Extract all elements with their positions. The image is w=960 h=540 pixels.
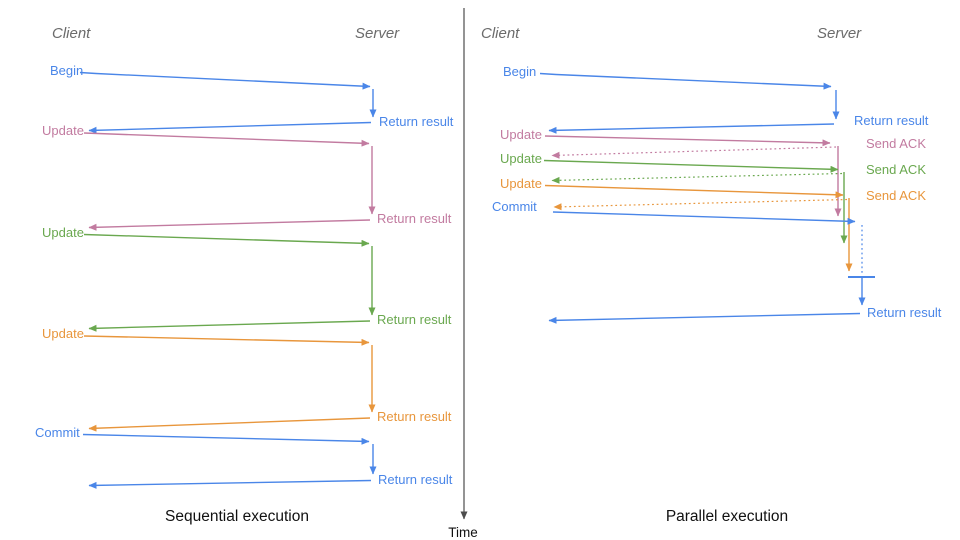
time-axis-label: Time <box>448 525 478 540</box>
par-update3-ack-label: Send ACK <box>866 188 926 203</box>
seq-update1-label: Update <box>42 123 84 138</box>
par-panel-title: Parallel execution <box>666 508 788 525</box>
par-update2-request-arrow <box>543 159 839 173</box>
par-update1-ack-label: Send ACK <box>866 136 926 151</box>
time-axis: Time <box>448 8 478 540</box>
seq-panel-title: Sequential execution <box>165 508 309 525</box>
seq-commit-request-arrow <box>82 433 370 445</box>
seq-client-header: Client <box>52 25 91 42</box>
par-begin-return-label: Return result <box>854 113 929 128</box>
seq-begin-label: Begin <box>50 63 83 78</box>
par-server-header: Server <box>817 25 862 42</box>
par-update2-ack-label: Send ACK <box>866 162 926 177</box>
par-update3-label: Update <box>500 176 542 191</box>
par-update2-label: Update <box>500 151 542 166</box>
panel-parallel: Client Server Begin Return result Update… <box>481 25 942 525</box>
par-update1-request-arrow <box>544 135 831 147</box>
seq-commit-return-label: Return result <box>378 472 453 487</box>
seq-update2-return-label: Return result <box>377 312 452 327</box>
seq-update1-return-label: Return result <box>377 211 452 226</box>
par-commit-return-label: Return result <box>867 305 942 320</box>
seq-update3-return-arrow <box>88 417 371 432</box>
seq-commit-return-arrow <box>88 479 372 489</box>
par-commit-request-arrow <box>552 211 856 225</box>
par-begin-label: Begin <box>503 64 536 79</box>
panel-sequential: Client Server Begin Return result Update… <box>35 25 454 525</box>
seq-commit-label: Commit <box>35 425 80 440</box>
seq-update2-request-arrow <box>83 233 370 247</box>
seq-begin-return-label: Return result <box>379 114 454 129</box>
seq-update3-return-label: Return result <box>377 409 452 424</box>
par-update1-label: Update <box>500 127 542 142</box>
par-update3-ack-arrow <box>553 198 848 211</box>
par-update3-request-arrow <box>544 184 844 199</box>
par-begin-return-arrow <box>548 123 835 134</box>
par-commit-return-arrow <box>548 312 861 324</box>
seq-update1-request-arrow <box>83 132 370 147</box>
par-update1-ack-arrow <box>551 146 837 159</box>
seq-server-header: Server <box>355 25 400 42</box>
par-commit-label: Commit <box>492 199 537 214</box>
par-client-header: Client <box>481 25 520 42</box>
seq-update2-return-arrow <box>88 320 371 332</box>
seq-update3-request-arrow <box>83 335 370 346</box>
seq-update3-label: Update <box>42 326 84 341</box>
seq-update1-return-arrow <box>88 219 371 231</box>
seq-begin-request-arrow <box>79 71 371 90</box>
seq-update2-label: Update <box>42 225 84 240</box>
par-begin-request-arrow <box>539 72 832 90</box>
seq-begin-return-arrow <box>88 121 372 134</box>
par-update2-ack-arrow <box>551 172 843 184</box>
